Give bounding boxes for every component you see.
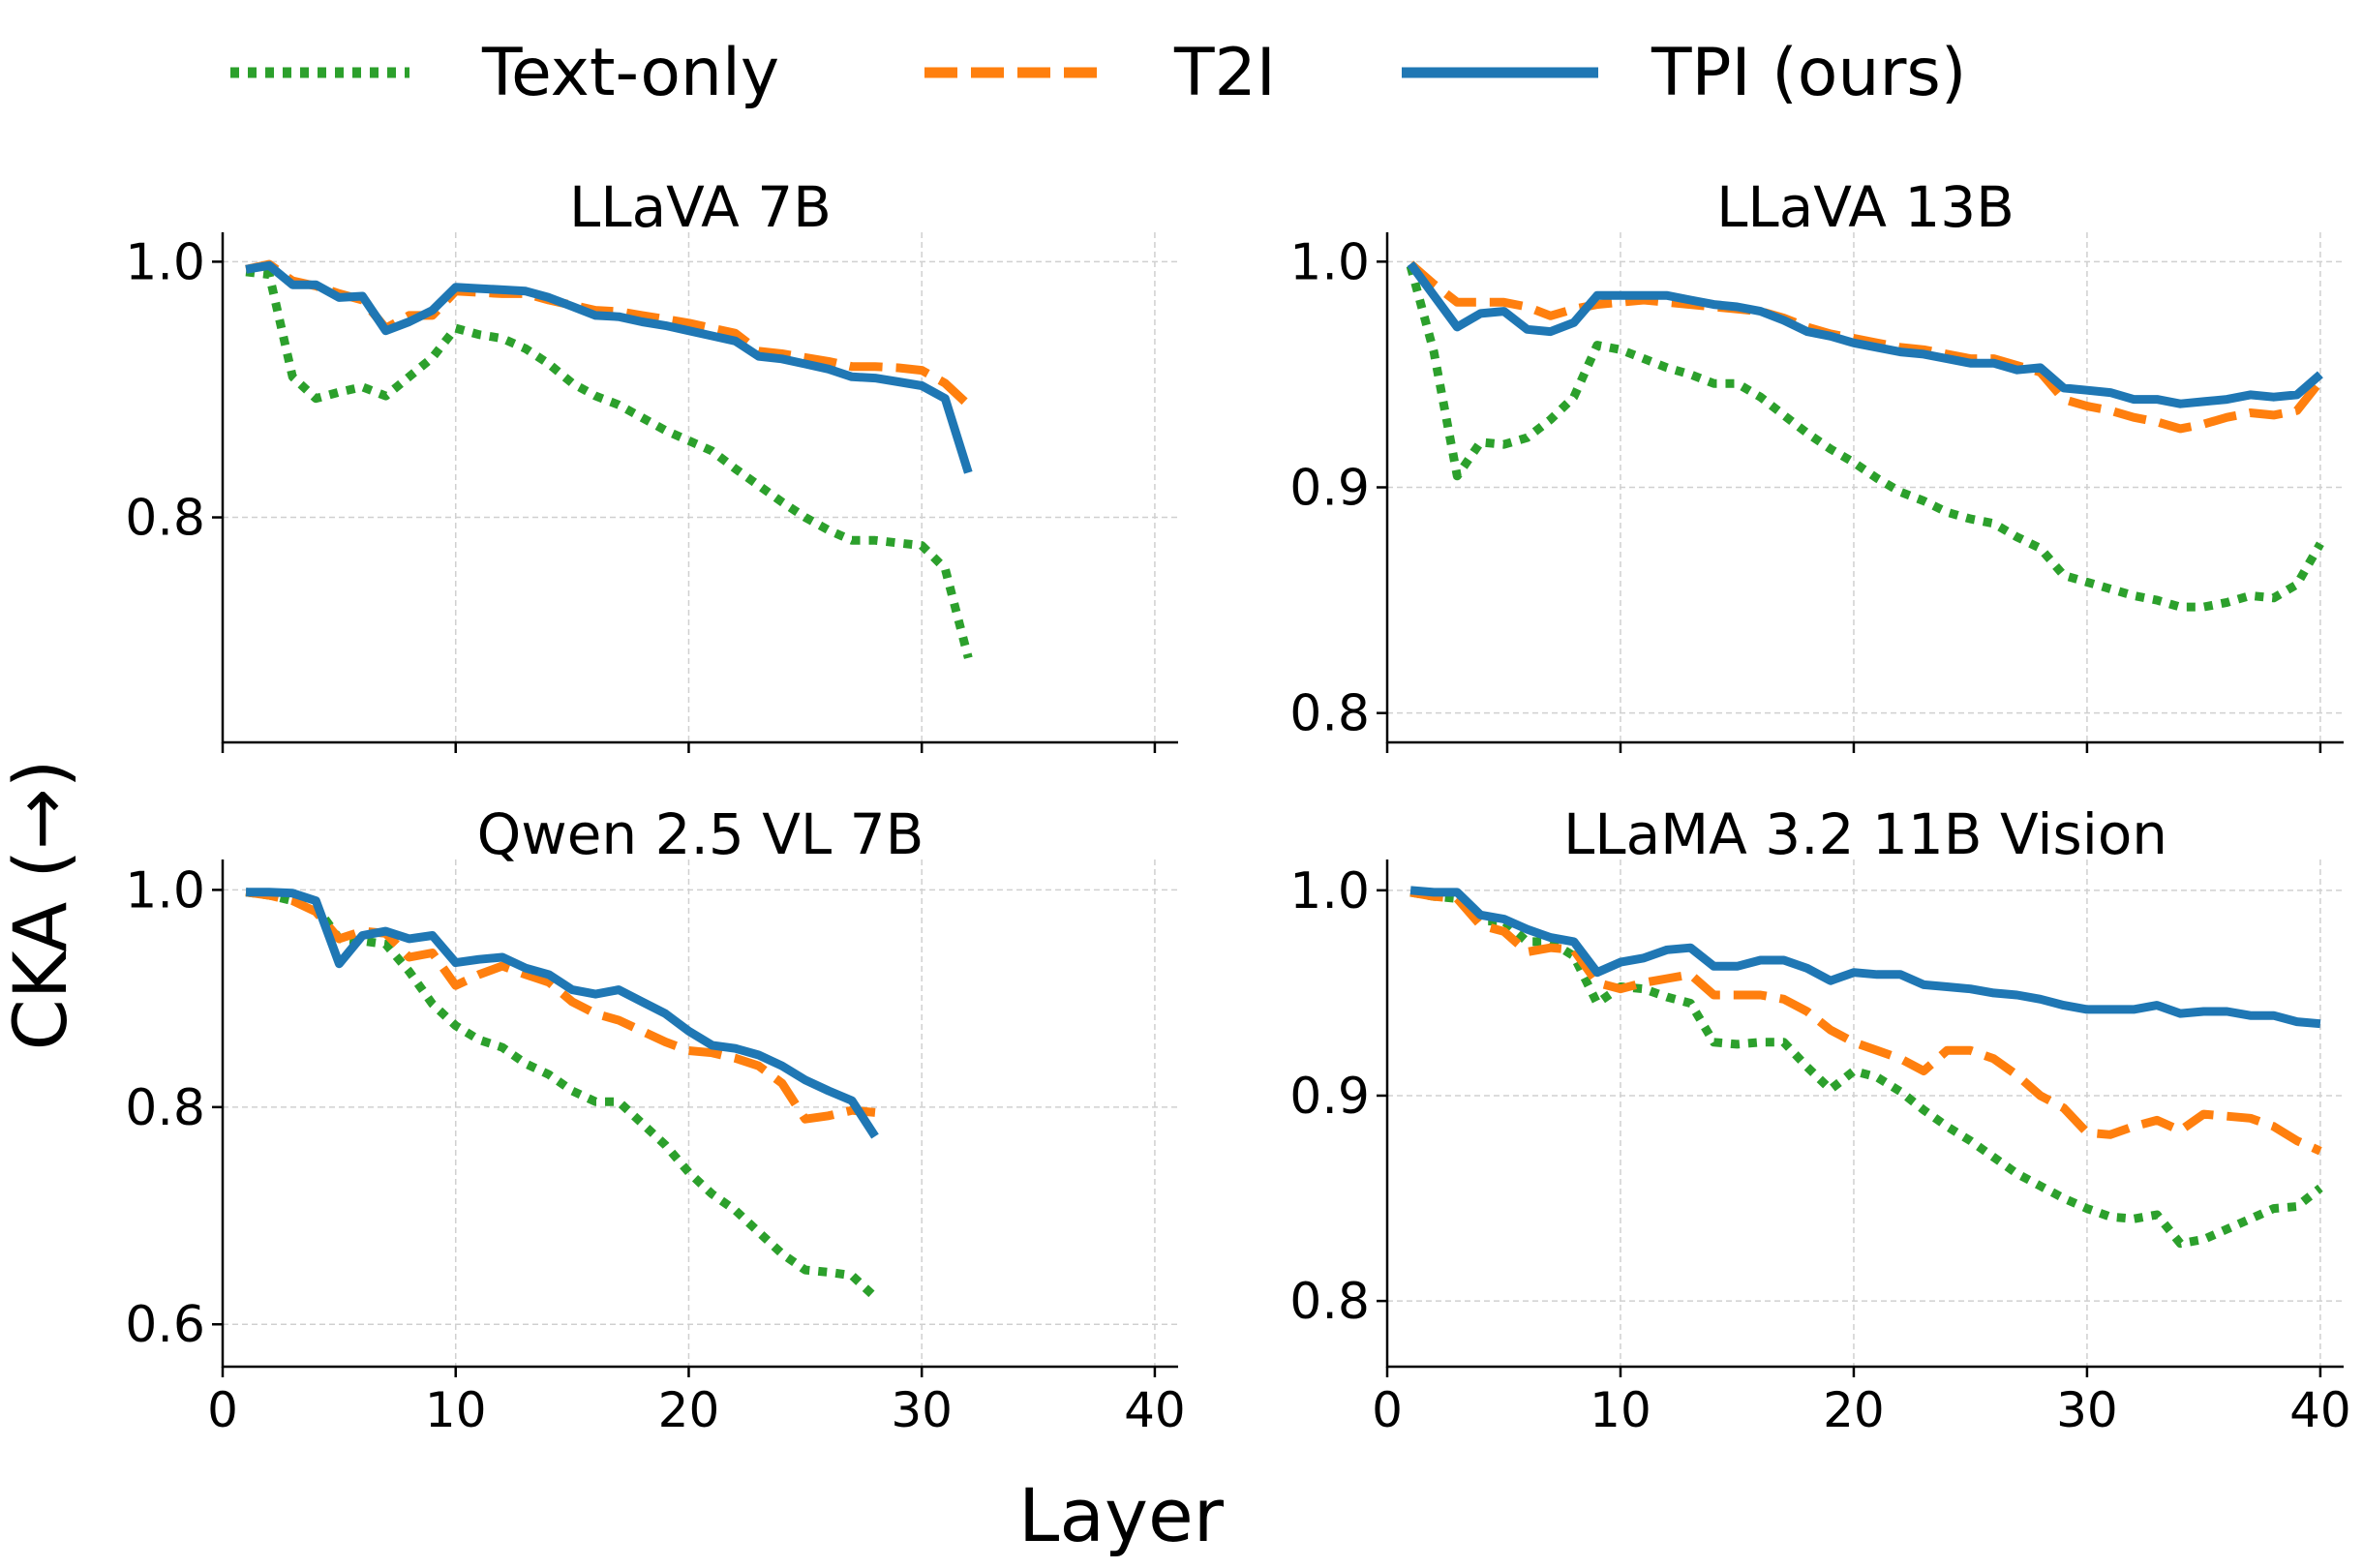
y-tick-label: 1.0: [125, 233, 205, 291]
panel-3: 0 10 20 30 40 0.8 0.9 1.0 LLaMA 3.2 11B Vision: [1289, 801, 2350, 1438]
y-tick-label: 0.8: [125, 490, 205, 548]
x-tick-label: 20: [1823, 1382, 1885, 1438]
panel-title: LLaMA 3.2 11B Vision: [1563, 801, 2167, 867]
y-tick-label: 0.8: [1289, 1273, 1370, 1331]
panel-2: 0 10 20 30 40 0.6 0.8 1.0 Qwen 2.5 VL 7B: [125, 801, 1185, 1438]
y-tick-label: 1.0: [125, 861, 205, 920]
y-axis-label: CKA (→): [0, 760, 83, 1051]
x-tick-label: 40: [1124, 1382, 1186, 1438]
legend: Text-only T2I TPI (ours): [230, 35, 1966, 111]
series-line-text-only: [1406, 264, 2324, 612]
x-tick-label: 10: [1590, 1382, 1651, 1438]
series-line-tpi-ours: [245, 260, 973, 474]
panel-title: LLaVA 7B: [569, 174, 832, 240]
series-line-t2i: [1408, 260, 2324, 434]
series-line-t2i: [245, 888, 876, 1124]
y-tick-label: 0.8: [1289, 685, 1370, 743]
panel-1: 0.8 0.9 1.0 LLaVA 13B: [1289, 174, 2344, 753]
panel-0: 0.8 1.0 LLaVA 7B: [125, 174, 1178, 753]
y-tick-label: 0.9: [1289, 1068, 1370, 1126]
series-line-text-only: [245, 267, 973, 659]
y-tick-label: 0.6: [125, 1296, 205, 1354]
series-line-t2i: [245, 259, 972, 408]
x-tick-label: 40: [2289, 1382, 2351, 1438]
x-tick-label: 20: [658, 1382, 720, 1438]
y-tick-label: 0.8: [125, 1079, 205, 1137]
x-tick-label: 0: [1372, 1382, 1403, 1438]
x-tick-label: 30: [891, 1382, 953, 1438]
y-tick-label: 0.9: [1289, 460, 1370, 518]
legend-label: T2I: [1173, 35, 1276, 111]
legend-label: TPI (ours): [1651, 35, 1966, 111]
y-tick-label: 1.0: [1289, 862, 1370, 920]
x-tick-label: 10: [425, 1382, 487, 1438]
panel-title: LLaVA 13B: [1716, 174, 2015, 240]
series-line-text-only: [1409, 888, 2323, 1249]
series-line-tpi-ours: [246, 888, 879, 1139]
series-line-tpi-ours: [1409, 886, 2321, 1029]
x-axis-label: Layer: [1018, 1472, 1225, 1558]
x-tick-label: 0: [207, 1382, 238, 1438]
x-tick-label: 30: [2056, 1382, 2118, 1438]
series-line-text-only: [245, 888, 879, 1301]
series-line-tpi-ours: [1407, 260, 2323, 408]
y-tick-label: 1.0: [1289, 233, 1370, 291]
series-line-t2i: [1409, 888, 2322, 1156]
panels: 0.8 1.0 LLaVA 7B 0.8 0.9 1.0 LLaVA 13B 0 10 20 30 4…: [125, 174, 2350, 1438]
legend-label: Text-only: [481, 35, 779, 111]
panel-title: Qwen 2.5 VL 7B: [477, 801, 924, 867]
